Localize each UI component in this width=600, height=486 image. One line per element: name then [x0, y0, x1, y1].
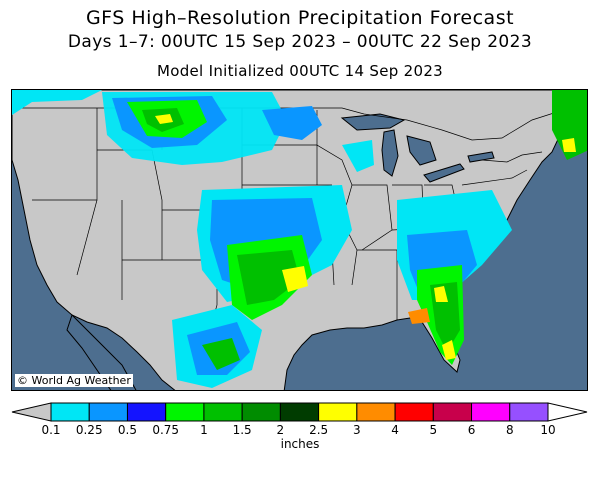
scale-tick-label: 8: [505, 423, 514, 437]
scale-color-bin: [279, 402, 320, 422]
lake-superior: [340, 113, 406, 131]
scale-tick-label: 1: [200, 423, 208, 437]
scale-color-bin: [394, 402, 434, 422]
scale-color-bin: [509, 402, 549, 422]
scale-tick-label: 5: [429, 423, 438, 437]
scale-tick-label: 4: [391, 423, 399, 437]
precip-color-scale: [11, 402, 588, 422]
scale-tick-label: 0.1: [41, 423, 61, 437]
copyright-credit: © World Ag Weather: [15, 374, 133, 387]
scale-tick-label: 10: [540, 423, 556, 437]
scale-high-arrow: [547, 402, 588, 422]
scale-tick-label: 0.25: [75, 423, 103, 437]
scale-color-bin: [318, 402, 358, 422]
scale-low-arrow: [11, 402, 52, 422]
scale-color-bin: [471, 402, 511, 422]
scale-color-bin: [356, 402, 396, 422]
scale-color-bin: [88, 402, 128, 422]
scale-color-bin: [126, 402, 167, 422]
lake-ontario: [467, 151, 495, 163]
map-canvas: [12, 90, 587, 390]
scale-tick-label: 1.5: [232, 423, 252, 437]
lake-huron: [406, 135, 437, 166]
lake-erie: [423, 163, 465, 183]
forecast-period: Days 1–7: 00UTC 15 Sep 2023 – 00UTC 22 S…: [67, 32, 533, 52]
scale-tick-label: 6: [467, 423, 476, 437]
scale-tick-label: 2: [276, 423, 285, 437]
scale-color-bin: [203, 402, 243, 422]
map-title: GFS High–Resolution Precipitation Foreca…: [85, 7, 515, 29]
scale-color-bin: [165, 402, 205, 422]
precipitation-map: © World Ag Weather: [11, 89, 588, 391]
scale-tick-label: 0.5: [117, 423, 137, 437]
scale-units-label: inches: [280, 437, 320, 451]
scale-tick-label: 3: [353, 423, 361, 437]
scale-color-bin: [241, 402, 281, 422]
scale-color-bin: [432, 402, 473, 422]
lake-michigan: [381, 129, 399, 177]
precip-shading: [12, 90, 587, 388]
scale-color-bin: [50, 402, 90, 422]
scale-tick-labels: 0.1 0.25 0.5 0.75 1 1.5 2 2.5 3 4 5 6 8 10: [11, 423, 588, 443]
scale-tick-label: 2.5: [309, 423, 329, 437]
model-init-time: Model Initialized 00UTC 14 Sep 2023: [156, 62, 444, 80]
scale-tick-label: 0.75: [152, 423, 180, 437]
gulf-of-california: [66, 314, 137, 390]
